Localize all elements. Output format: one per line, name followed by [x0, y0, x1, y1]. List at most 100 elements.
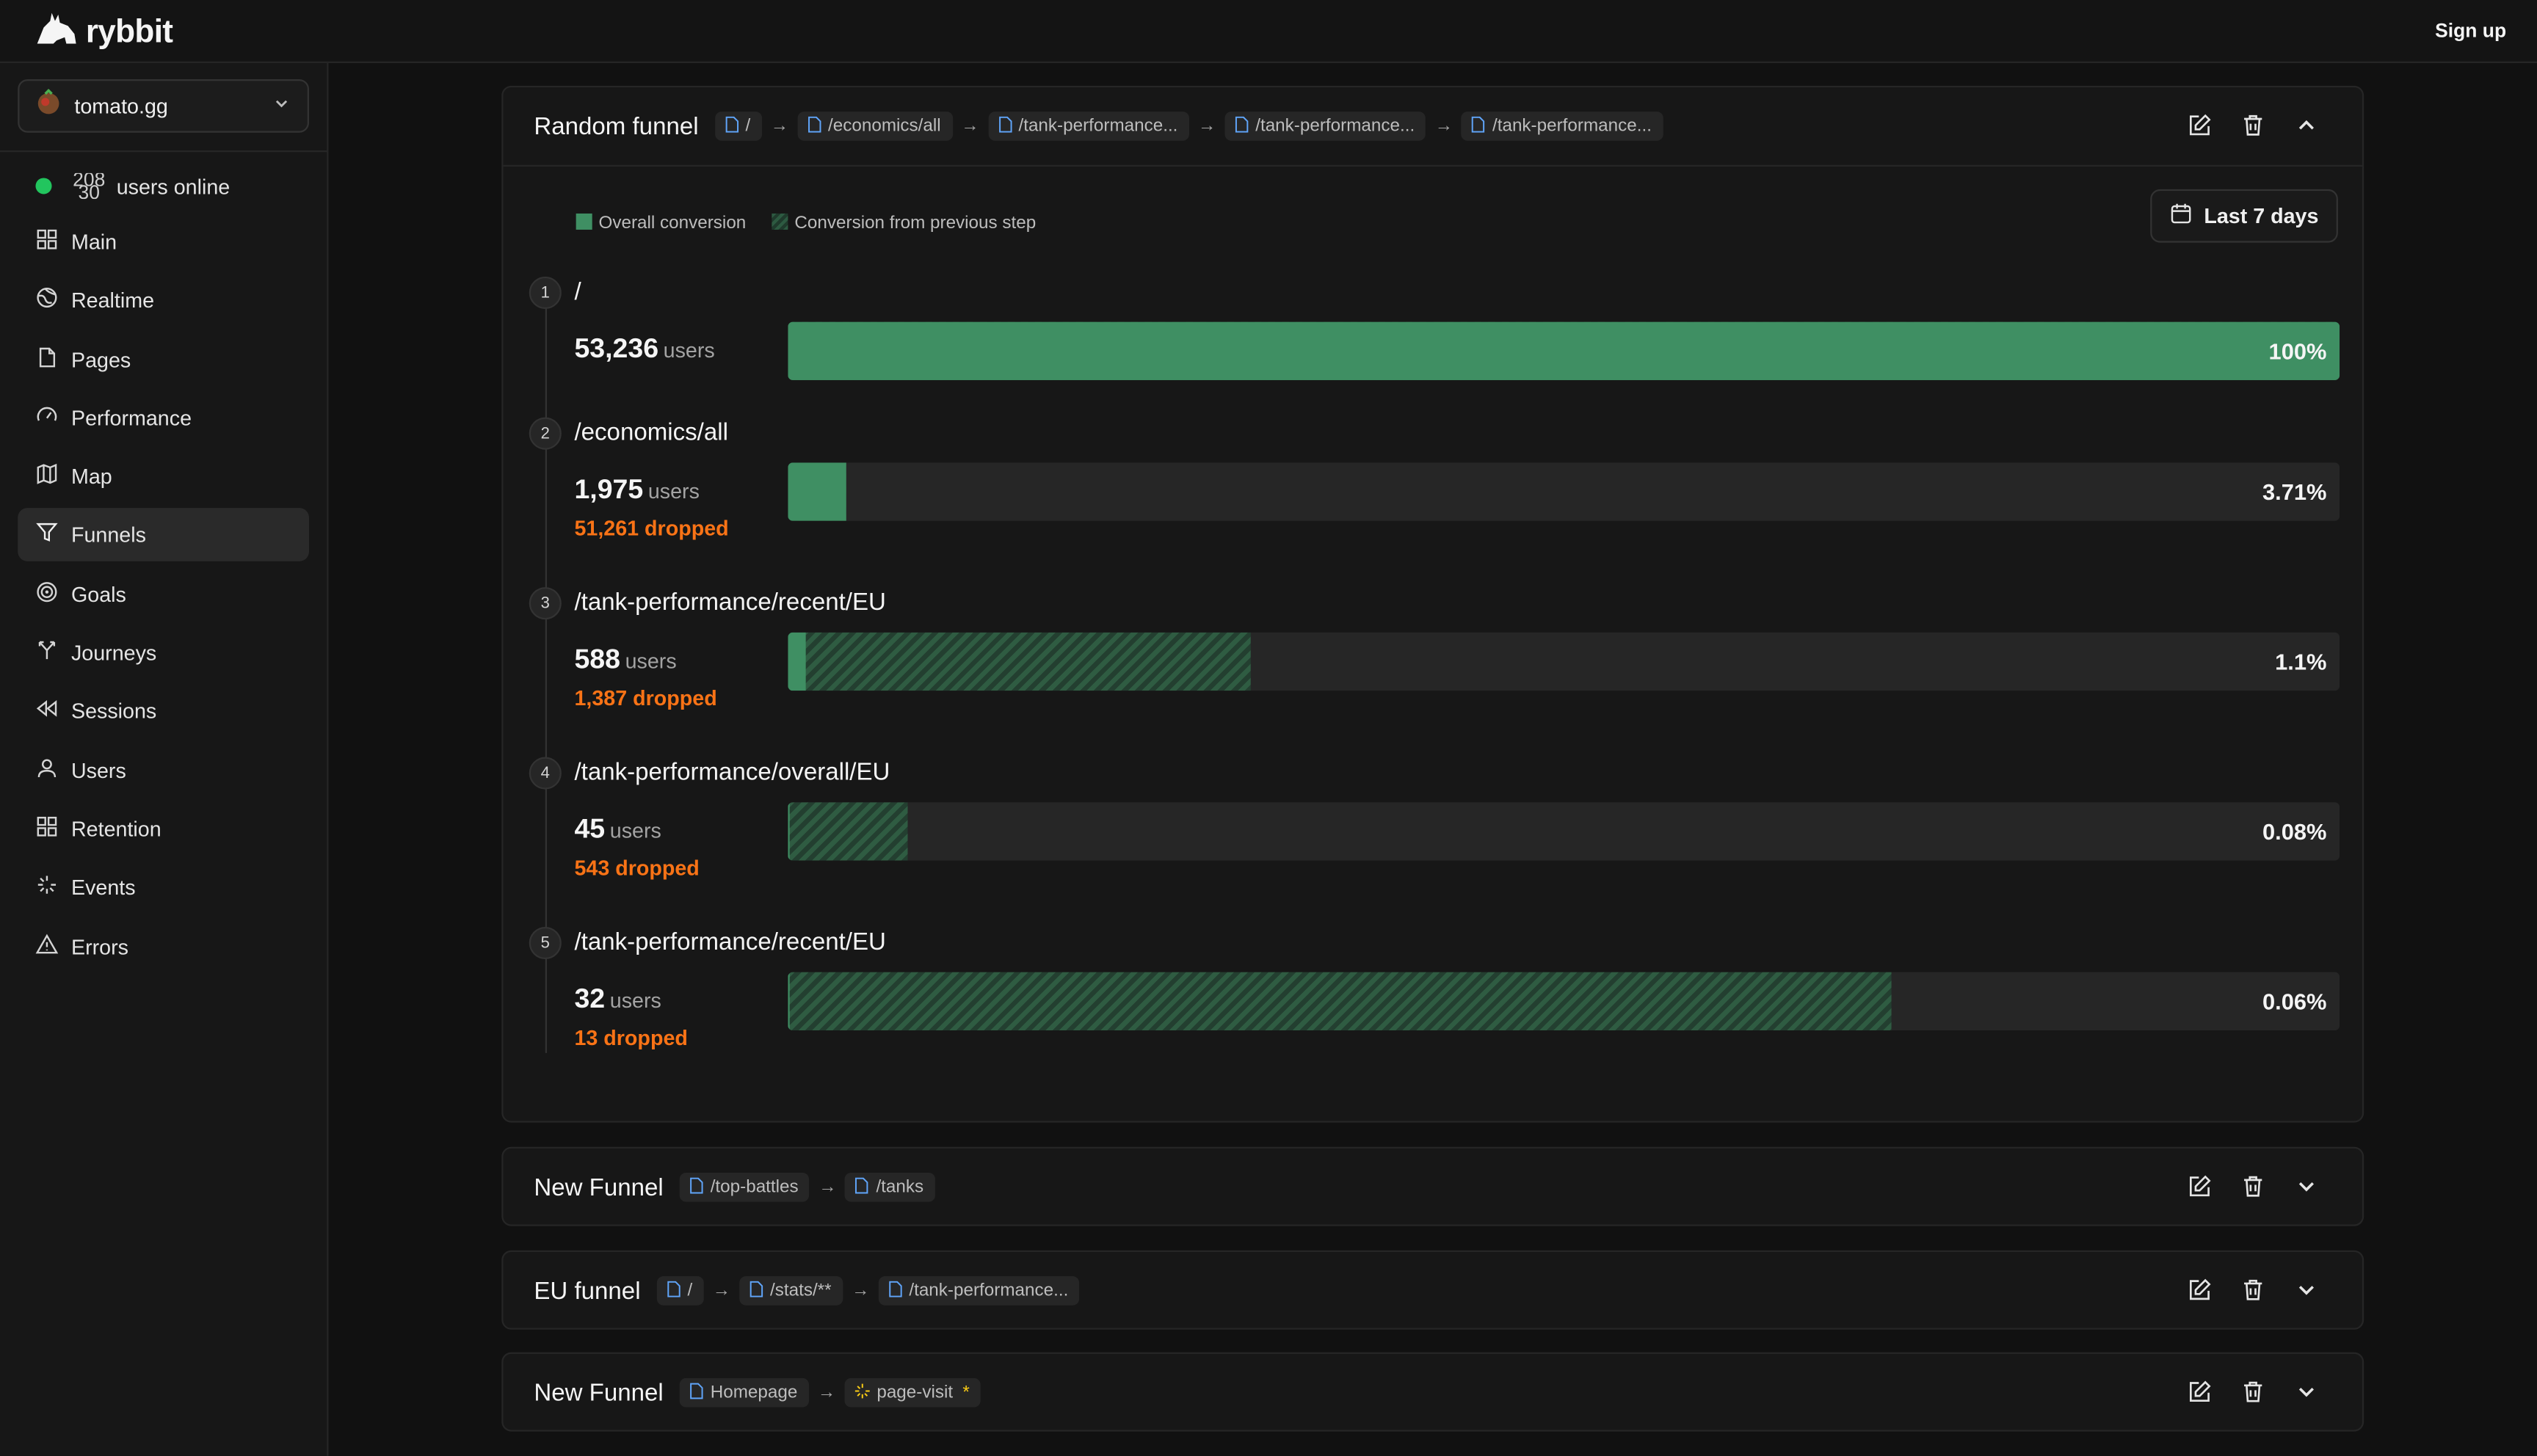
step-number: 3	[529, 587, 562, 620]
step-bar[interactable]: 3.71%	[788, 462, 2340, 521]
sidebar-item-retention[interactable]: Retention	[18, 802, 309, 856]
sidebar-item-users[interactable]: Users	[18, 743, 309, 797]
sign-up-link[interactable]: Sign up	[2435, 19, 2507, 43]
funnel-card-header[interactable]: New Funnel /top-battles → /tanks	[503, 1149, 2362, 1226]
trash-icon[interactable]	[2241, 1174, 2267, 1200]
edit-icon[interactable]	[2188, 1380, 2213, 1405]
bar-overall-fill	[788, 802, 790, 861]
bar-overall-fill	[788, 462, 846, 521]
chip-label: /economics/all	[828, 116, 941, 136]
funnel-step-chip: /tank-performance...	[987, 112, 1189, 141]
sidebar-item-main[interactable]: Main	[18, 215, 309, 269]
file-icon	[749, 1280, 763, 1302]
chip-label: /tanks	[876, 1177, 924, 1198]
funnel-card-header[interactable]: Random funnel / → /economics/all → /tank…	[503, 87, 2362, 165]
sidebar-item-label: Retention	[70, 816, 161, 842]
arrow-right-icon: →	[1434, 116, 1453, 136]
site-favicon-icon	[35, 88, 61, 123]
bar-percent: 1.1%	[2275, 648, 2327, 675]
sidebar-item-label: Goals	[70, 581, 126, 607]
sidebar-item-goals[interactable]: Goals	[18, 567, 309, 621]
sidebar-item-sessions[interactable]: Sessions	[18, 685, 309, 738]
file-icon	[689, 1176, 704, 1198]
step-bar[interactable]: 0.06%	[788, 972, 2340, 1031]
chevron-down-icon[interactable]	[2294, 1174, 2320, 1200]
sidebar-item-label: Pages	[70, 346, 131, 372]
step-bar[interactable]: 0.08%	[788, 802, 2340, 861]
split-icon	[35, 639, 58, 666]
sidebar-item-funnels[interactable]: Funnels	[18, 509, 309, 562]
file-icon	[725, 115, 739, 137]
trash-icon[interactable]	[2241, 1380, 2267, 1405]
online-count-bottom: 30	[78, 181, 100, 200]
rybbit-logo-icon	[34, 11, 79, 55]
edit-icon[interactable]	[2188, 113, 2213, 139]
edit-icon[interactable]	[2188, 1278, 2213, 1303]
funnel-step-chip: /tank-performance...	[878, 1276, 1080, 1306]
sparkle-icon	[35, 874, 58, 901]
step-user-count: 45	[574, 813, 606, 845]
legend-overall: Overall conversion	[576, 213, 746, 233]
trash-icon[interactable]	[2241, 113, 2267, 139]
funnel-actions	[2188, 1354, 2320, 1432]
bar-percent: 3.71%	[2262, 478, 2327, 505]
grid-icon	[35, 815, 58, 842]
funnel-title: Random funnel	[534, 112, 699, 140]
funnel-card-new[interactable]: New Funnel /top-battles → /tanks	[501, 1146, 2364, 1226]
online-count: 208 30	[68, 173, 110, 199]
funnel-card-header[interactable]: EU funnel / → /stats/** → /tank-performa…	[503, 1252, 2362, 1330]
step-number: 2	[529, 417, 562, 450]
gauge-icon	[35, 404, 58, 432]
funnel-step-chip: /	[714, 112, 762, 141]
sidebar-item-pages[interactable]: Pages	[18, 332, 309, 386]
file-icon	[689, 1382, 704, 1403]
chevron-up-icon[interactable]	[2294, 113, 2320, 139]
chevron-down-icon	[272, 92, 291, 121]
sidebar-item-errors[interactable]: Errors	[18, 920, 309, 973]
step-dropped: 1,387 dropped	[574, 685, 717, 710]
chip-label: /	[687, 1281, 693, 1301]
sidebar-item-map[interactable]: Map	[18, 450, 309, 503]
arrow-right-icon: →	[961, 116, 979, 136]
chip-label: /tank-performance...	[1492, 116, 1652, 136]
bar-overall-fill	[788, 321, 2340, 380]
step-users: 53,236 users	[574, 333, 714, 365]
card-divider	[503, 164, 2362, 167]
date-range-button[interactable]: Last 7 days	[2150, 189, 2338, 243]
sparkle-icon	[854, 1382, 870, 1403]
file-icon	[855, 1176, 870, 1198]
file-icon	[807, 115, 821, 137]
sidebar-item-realtime[interactable]: Realtime	[18, 274, 309, 327]
step-users: 1,975 users	[574, 474, 699, 506]
legend-swatch-solid	[576, 213, 592, 230]
warning-icon	[35, 933, 59, 960]
step-bar[interactable]: 100%	[788, 321, 2340, 380]
arrow-right-icon: →	[1197, 116, 1216, 136]
funnel-card-header[interactable]: New Funnel Homepage → page-visit *	[503, 1354, 2362, 1432]
arrow-right-icon: →	[819, 1177, 837, 1198]
funnel-card-new-event[interactable]: New Funnel Homepage → page-visit *	[501, 1352, 2364, 1432]
sidebar-item-performance[interactable]: Performance	[18, 391, 309, 445]
funnel-card-eu[interactable]: EU funnel / → /stats/** → /tank-performa…	[501, 1250, 2364, 1330]
trash-icon[interactable]	[2241, 1278, 2267, 1303]
users-unit: users	[647, 478, 700, 503]
site-selector[interactable]: tomato.gg	[18, 79, 309, 133]
chevron-down-icon[interactable]	[2294, 1380, 2320, 1405]
sidebar-item-events[interactable]: Events	[18, 861, 309, 914]
sidebar-item-journeys[interactable]: Journeys	[18, 626, 309, 680]
legend-previous: Conversion from previous step	[772, 213, 1036, 233]
chevron-down-icon[interactable]	[2294, 1278, 2320, 1303]
funnel-step-chip: /tanks	[845, 1172, 935, 1202]
file-icon	[1471, 115, 1486, 137]
bar-percent: 0.08%	[2262, 818, 2327, 845]
chip-label: /tank-performance...	[1018, 116, 1178, 136]
bar-overall-fill	[788, 632, 805, 691]
sidebar-item-label: Sessions	[70, 699, 157, 724]
logo[interactable]: rybbit	[34, 11, 173, 55]
sidebar-nav: Main Realtime Pages Performance Map Funn…	[18, 215, 309, 978]
step-bar[interactable]: 1.1%	[788, 632, 2340, 691]
online-count-top: 208	[73, 172, 106, 186]
edit-icon[interactable]	[2188, 1174, 2213, 1200]
file-icon	[667, 1280, 681, 1302]
